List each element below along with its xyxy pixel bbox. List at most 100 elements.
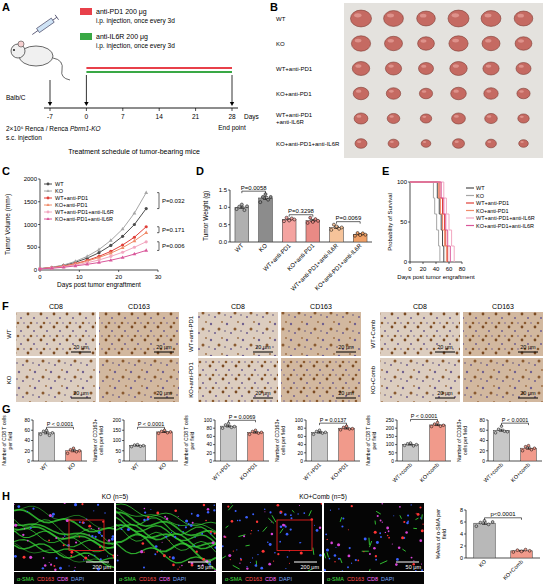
cell	[156, 551, 158, 553]
data-point	[436, 421, 439, 424]
y-axis-title: Number of CD8 T cellsper field	[365, 415, 377, 466]
channel-label: DAPI	[71, 576, 84, 582]
cell	[108, 539, 111, 542]
cell	[321, 503, 322, 505]
y-axis-title: Number of CD8 T cellsper field	[183, 415, 195, 466]
tumor-highlight	[389, 115, 393, 118]
data-point	[267, 198, 270, 201]
survival-step	[449, 214, 452, 230]
data-point	[503, 430, 506, 433]
cell	[338, 508, 339, 509]
image-title: KO+Comb (n=5)	[299, 493, 347, 501]
y-tick	[304, 452, 306, 453]
y-tick	[38, 224, 40, 225]
row-label: KO+Comb	[370, 365, 376, 394]
tumor-highlight	[388, 39, 394, 43]
chart-bar: 050100150200Number of CD163+cells per fi…	[92, 417, 178, 472]
cell	[260, 567, 263, 570]
channel-label: α-SMA	[225, 576, 242, 582]
cell	[194, 545, 195, 546]
fiber	[402, 549, 405, 551]
cell	[239, 520, 241, 522]
data-point	[494, 432, 497, 435]
cell	[54, 565, 56, 567]
cell	[421, 569, 423, 571]
y-tick-label: 40	[24, 437, 30, 443]
syringe	[31, 15, 59, 37]
bar	[66, 451, 82, 461]
tumor-highlight	[453, 90, 458, 93]
fiber	[280, 529, 283, 534]
cell	[121, 528, 123, 530]
survival-step	[446, 198, 449, 214]
annotation-bracket	[229, 420, 256, 422]
p-value: P=0.0058	[241, 185, 268, 191]
cell	[268, 563, 271, 566]
data-point	[356, 231, 359, 234]
plot-area	[494, 425, 537, 461]
tumor-photo	[514, 11, 533, 26]
legend-label: KO+anti-PD1+anti-IL6R	[476, 223, 534, 229]
cell	[357, 560, 359, 562]
row-label: KO	[6, 375, 12, 384]
tumor-photo	[355, 139, 367, 149]
cell	[364, 537, 367, 540]
cell	[32, 508, 34, 510]
cell	[380, 520, 382, 522]
legend-marker	[47, 183, 50, 186]
text-line: per field	[7, 431, 13, 449]
cell	[88, 525, 91, 528]
data-point	[160, 430, 163, 433]
cell	[245, 516, 248, 519]
row-label: WT+anti-PD1	[276, 66, 313, 72]
injection-route: s.c. injection	[6, 134, 42, 142]
legend-label: KO+anti-PD1+anti-IL6R	[55, 216, 113, 222]
data-point	[145, 240, 148, 243]
image-background	[324, 503, 424, 571]
tumor-photo	[418, 37, 435, 50]
cell	[419, 539, 422, 542]
cell	[355, 559, 357, 561]
data-point	[45, 429, 48, 432]
cell	[326, 549, 329, 552]
cell	[117, 560, 119, 562]
data-point	[483, 519, 486, 522]
tumor-highlight	[357, 141, 361, 143]
scale-bar	[396, 562, 419, 563]
injection-label: 2×10⁶ Renca / Renca Pbrm1-KO	[6, 125, 101, 132]
y-axis-title: Number of CD163+cells per field	[274, 419, 286, 462]
syringe-plunger	[53, 17, 57, 20]
y-tick-label: 1500	[24, 199, 38, 205]
y-tick	[486, 450, 488, 451]
tumor-highlight	[520, 116, 524, 118]
y-tick	[213, 420, 215, 421]
cell	[258, 530, 259, 531]
cell	[74, 503, 77, 506]
cell	[214, 532, 216, 534]
legend-line	[44, 212, 52, 213]
cell	[363, 551, 364, 552]
cell	[49, 562, 50, 563]
y-tick	[408, 182, 410, 183]
cell	[262, 550, 265, 553]
bar	[403, 445, 419, 461]
data-point	[246, 205, 249, 208]
data-point	[233, 425, 236, 428]
legend-line	[466, 217, 474, 218]
data-point	[254, 429, 257, 432]
channel-strip	[116, 572, 216, 584]
treatment-name: anti-IL6R 200 μg	[96, 33, 148, 41]
cell	[421, 529, 424, 532]
data-point	[516, 549, 519, 552]
y-tick	[486, 420, 488, 421]
y-tick-label: 100	[397, 179, 408, 185]
chart-bar: 050100150200250Number of CD8 T cellsper …	[365, 413, 451, 484]
cell	[271, 521, 272, 522]
cell	[22, 534, 24, 536]
survival-step	[446, 214, 448, 230]
category-label: KO	[157, 461, 167, 471]
cell	[290, 514, 292, 516]
y-tick-label: 80	[206, 425, 212, 431]
cell	[252, 513, 254, 515]
cell	[314, 525, 315, 526]
